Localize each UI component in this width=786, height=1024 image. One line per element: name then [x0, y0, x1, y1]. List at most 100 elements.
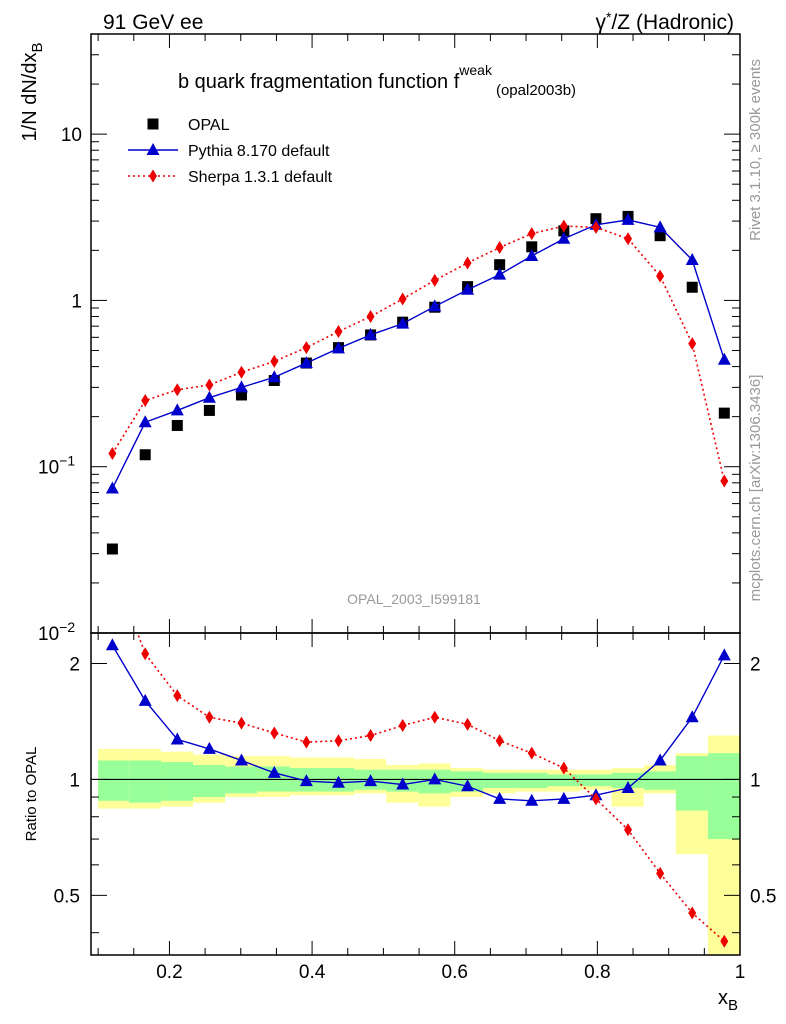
ratio-line-pythia-8-170-default: [111, 644, 725, 802]
ratio-point-sherpa-1-3-1-default: [205, 710, 214, 724]
ratio-point-sherpa-1-3-1-default: [430, 710, 439, 724]
watermark-analysis-id: OPAL_2003_I599181: [347, 591, 481, 607]
ratio-point-sherpa-1-3-1-default: [398, 719, 407, 733]
main-point-pythia-8-170-default: [685, 252, 699, 265]
ratio-point-sherpa-1-3-1-default: [463, 717, 472, 731]
header-right: γ*/Z (Hadronic): [596, 9, 734, 34]
main-point-pythia-8-170-default: [653, 220, 667, 233]
main-point-sherpa-1-3-1-default: [591, 220, 600, 234]
ratio-point-sherpa-1-3-1-default: [366, 729, 375, 743]
band-stat-bin: [192, 765, 226, 798]
main-point-pythia-8-170-default: [364, 327, 378, 340]
y-tick-label: 10: [61, 125, 82, 146]
main-point-pythia-8-170-default: [557, 231, 571, 244]
ratio-point-pythia-8-170-default: [493, 791, 507, 804]
ratio-point-sherpa-1-3-1-default: [173, 689, 182, 703]
plot-title: b quark fragmentation function fweak(opa…: [178, 62, 576, 99]
ratio-point-sherpa-1-3-1-default: [334, 734, 343, 748]
y-tick-label: 10−1: [38, 453, 75, 479]
ratio-point-pythia-8-170-default: [428, 772, 442, 785]
ratio-point-pythia-8-170-default: [461, 779, 475, 792]
main-point-pythia-8-170-default: [525, 248, 539, 261]
ratio-point-sherpa-1-3-1-default: [270, 726, 279, 740]
main-point-sherpa-1-3-1-default: [688, 337, 697, 351]
ratio-point-pythia-8-170-default: [653, 753, 667, 766]
main-point-opal: [494, 259, 506, 271]
main-point-opal: [106, 543, 118, 555]
band-stat-bin: [128, 760, 161, 803]
ratio-series-group: [105, 633, 731, 948]
ratio-y-tick-label: 1: [69, 770, 80, 791]
legend-marker-opal: [147, 118, 159, 130]
series-layer: [105, 210, 731, 948]
main-point-sherpa-1-3-1-default: [205, 378, 214, 392]
mcplots-label: mcplots.cern.ch [arXiv:1306.3436]: [747, 375, 764, 602]
x-tick-label: 0.8: [584, 962, 610, 983]
x-tick-label: 0.4: [299, 962, 326, 983]
main-point-pythia-8-170-default: [138, 415, 152, 428]
header-left: 91 GeV ee: [103, 11, 203, 34]
ratio-point-pythia-8-170-default: [331, 775, 345, 788]
ratio-line-sherpa-1-3-1-default: [136, 633, 725, 942]
y-tick-label: 10−2: [38, 619, 75, 645]
ratio-point-pythia-8-170-default: [364, 774, 378, 787]
band-stat-bin: [675, 756, 708, 811]
ratio-point-sherpa-1-3-1-default: [141, 647, 150, 661]
main-point-opal: [203, 404, 215, 416]
ratio-point-pythia-8-170-default: [299, 774, 313, 787]
main-point-sherpa-1-3-1-default: [334, 325, 343, 339]
ratio-point-sherpa-1-3-1-default: [559, 761, 568, 775]
main-point-pythia-8-170-default: [331, 341, 345, 354]
main-point-opal: [654, 230, 666, 242]
main-point-sherpa-1-3-1-default: [495, 241, 504, 255]
main-point-pythia-8-170-default: [621, 212, 635, 225]
ratio-point-sherpa-1-3-1-default: [720, 934, 729, 948]
ratio-point-pythia-8-170-default: [685, 710, 699, 723]
band-stat-bin: [98, 760, 129, 801]
main-point-sherpa-1-3-1-default: [656, 269, 665, 283]
main-point-opal: [235, 389, 247, 401]
main-line-pythia-8-170-default: [111, 219, 725, 489]
ratio-point-pythia-8-170-default: [267, 765, 281, 778]
main-line-sherpa-1-3-1-default: [111, 225, 726, 482]
legend-label-opal: OPAL: [188, 117, 230, 134]
band-stat-bin: [707, 753, 740, 840]
main-point-pythia-8-170-default: [105, 481, 119, 494]
main-point-pythia-8-170-default: [170, 403, 184, 416]
ratio-point-pythia-8-170-default: [717, 648, 731, 661]
ratio-y-tick-label: 0.5: [54, 886, 80, 907]
band-stat-bin: [160, 761, 193, 801]
ratio-point-pythia-8-170-default: [525, 793, 539, 806]
main-point-opal: [171, 419, 183, 431]
main-point-pythia-8-170-default: [461, 282, 475, 295]
ratio-point-pythia-8-170-default: [170, 732, 184, 745]
band-stat-bin: [611, 772, 644, 788]
main-point-pythia-8-170-default: [428, 299, 442, 312]
x-axis-label: xB: [718, 987, 738, 1014]
main-point-pythia-8-170-default: [299, 356, 313, 369]
ratio-point-pythia-8-170-default: [202, 741, 216, 754]
main-point-opal: [526, 241, 538, 253]
main-point-sherpa-1-3-1-default: [270, 354, 279, 368]
ratio-point-pythia-8-170-default: [396, 777, 410, 790]
main-point-sherpa-1-3-1-default: [527, 227, 536, 241]
main-point-pythia-8-170-default: [202, 390, 216, 403]
ratio-uncertainty-bands: [91, 735, 740, 955]
ratio-point-sherpa-1-3-1-default: [591, 792, 600, 806]
x-tick-label: 0.2: [156, 962, 182, 983]
text-layer: 0.2 0.4 0.6 0.8 1 10 1 10−1 10−2 0.5 0.5 1 1 2 2: [38, 125, 776, 983]
main-point-opal: [718, 407, 730, 419]
ratio-point-sherpa-1-3-1-default: [656, 866, 665, 880]
legend-marker-pythia-8-170-default: [146, 143, 160, 155]
ratio-point-sherpa-1-3-1-default: [527, 746, 536, 760]
x-tick-label: 0.6: [442, 962, 468, 983]
ratio-point-pythia-8-170-default: [138, 693, 152, 706]
main-point-sherpa-1-3-1-default: [237, 365, 246, 379]
main-point-opal: [686, 281, 698, 293]
main-point-sherpa-1-3-1-default: [302, 341, 311, 355]
main-point-sherpa-1-3-1-default: [108, 447, 117, 461]
ratio-point-sherpa-1-3-1-default: [624, 823, 633, 837]
x-tick-label: 1: [735, 962, 746, 983]
main-point-sherpa-1-3-1-default: [430, 273, 439, 287]
